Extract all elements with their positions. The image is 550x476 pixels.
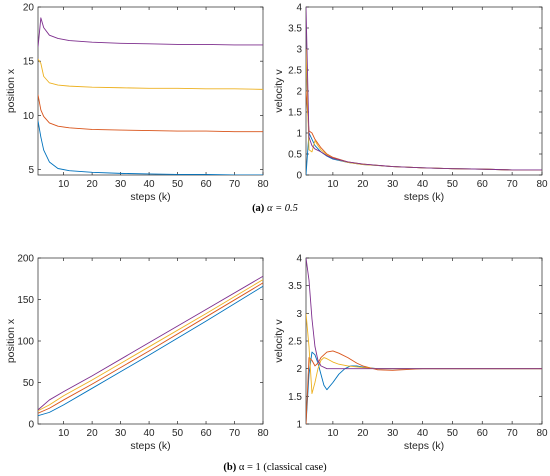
y-tick-label: 20	[23, 3, 35, 14]
x-axis-label: steps (k)	[404, 191, 444, 203]
y-axis-label: position x	[5, 68, 17, 113]
x-tick-label: 30	[115, 179, 127, 190]
x-tick-label: 40	[144, 179, 156, 190]
x-tick-label: 30	[387, 428, 399, 439]
y-axis-label: position x	[5, 318, 17, 363]
y-tick-label: 3	[296, 309, 302, 320]
x-tick-label: 60	[200, 179, 212, 190]
x-tick-label: 70	[229, 179, 241, 190]
x-tick-label: 20	[87, 428, 99, 439]
x-axis-label: steps (k)	[130, 191, 170, 203]
caption-a-text: α = 0.5	[264, 203, 298, 214]
y-tick-label: 50	[23, 378, 35, 389]
y-tick-label: 3	[296, 45, 302, 56]
x-tick-label: 40	[144, 428, 156, 439]
x-tick-label: 40	[417, 428, 429, 439]
y-tick-label: 5	[28, 165, 34, 176]
caption-a: (a) α = 0.5	[252, 203, 298, 214]
series-line-2	[306, 90, 542, 171]
x-tick-label: 50	[447, 179, 459, 190]
x-tick-label: 10	[327, 428, 339, 439]
series-line-1	[38, 285, 263, 417]
x-axis-label: steps (k)	[404, 440, 444, 452]
x-tick-label: 80	[257, 179, 269, 190]
y-tick-label: 2.5	[288, 337, 302, 348]
x-tick-label: 20	[357, 179, 369, 190]
y-tick-label: 150	[17, 295, 34, 306]
x-tick-label: 20	[87, 179, 99, 190]
x-tick-label: 10	[327, 179, 339, 190]
series-line-1	[306, 351, 542, 424]
x-tick-label: 10	[58, 179, 70, 190]
chart-a-position: 10 20 30 40 50 60 70 80 5 10 15 20 steps (k) position…	[5, 3, 269, 204]
plot-frame	[37, 257, 264, 425]
plot-frame	[37, 6, 264, 176]
x-tick-label: 80	[257, 428, 269, 439]
x-tick-label: 70	[507, 428, 519, 439]
caption-b-label: (b)	[223, 462, 236, 473]
x-tick-label: 70	[507, 179, 519, 190]
x-tick-label: 50	[172, 428, 184, 439]
series-line-3	[38, 58, 263, 90]
x-tick-label: 60	[200, 428, 212, 439]
y-axis-label: velocity v	[273, 319, 285, 363]
y-tick-label: 200	[17, 254, 34, 265]
y-tick-label: 0	[296, 171, 302, 182]
series-line-4	[306, 258, 542, 370]
y-tick-label: 3.5	[288, 24, 302, 35]
y-tick-label: 15	[23, 57, 35, 68]
x-tick-label: 50	[172, 179, 184, 190]
x-tick-label: 80	[536, 428, 548, 439]
y-tick-label: 1	[296, 420, 302, 431]
y-tick-label: 2	[296, 87, 302, 98]
x-tick-label: 60	[477, 179, 489, 190]
y-tick-label: 0.5	[288, 150, 302, 161]
y-tick-label: 1.5	[288, 108, 302, 119]
y-tick-label: 1	[296, 129, 302, 140]
caption-b-text: α = 1 (classical case)	[236, 462, 327, 473]
x-tick-label: 10	[58, 428, 70, 439]
y-tick-label: 2	[296, 364, 302, 375]
caption-a-label: (a)	[252, 203, 265, 214]
series-line-4	[38, 17, 263, 48]
x-tick-label: 80	[536, 179, 548, 190]
plot-frame	[305, 257, 543, 425]
series-line-4	[306, 7, 542, 171]
series-line-4	[38, 275, 263, 411]
series-line-1	[306, 132, 542, 175]
chart-b-position: 10 20 30 40 50 60 70 80 0 50 100 150 200 steps (k) pos…	[5, 254, 269, 453]
series-line-2	[306, 350, 542, 424]
chart-b-velocity: 10 20 30 40 50 60 70 80 1 1.5 2 2.5 3 3.5 4 steps (k) ve…	[273, 254, 548, 453]
x-tick-label: 40	[417, 179, 429, 190]
series-line-2	[38, 282, 263, 414]
y-tick-label: 2.5	[288, 66, 302, 77]
y-tick-label: 100	[17, 337, 34, 348]
series-line-3	[38, 279, 263, 412]
x-tick-label: 30	[387, 179, 399, 190]
series-line-3	[306, 313, 542, 395]
y-tick-label: 0	[28, 420, 34, 431]
y-axis-label: velocity v	[273, 69, 285, 113]
plot-frame	[305, 6, 543, 176]
y-tick-label: 1.5	[288, 392, 302, 403]
y-tick-label: 4	[296, 254, 302, 265]
x-tick-label: 20	[357, 428, 369, 439]
x-axis-label: steps (k)	[130, 440, 170, 452]
chart-a-velocity: 10 20 30 40 50 60 70 80 0 0.5 1 1.5 2 2.5 3 3.5 4 steps (…	[273, 3, 548, 204]
series-line-3	[306, 48, 542, 171]
x-tick-label: 50	[447, 428, 459, 439]
x-tick-label: 70	[229, 428, 241, 439]
caption-b: (b) α = 1 (classical case)	[223, 462, 327, 473]
x-tick-label: 60	[477, 428, 489, 439]
series-line-2	[38, 94, 263, 133]
x-tick-label: 30	[115, 428, 127, 439]
series-line-1	[38, 120, 263, 175]
y-tick-label: 3.5	[288, 281, 302, 292]
y-tick-label: 4	[296, 3, 302, 14]
y-tick-label: 10	[23, 111, 35, 122]
